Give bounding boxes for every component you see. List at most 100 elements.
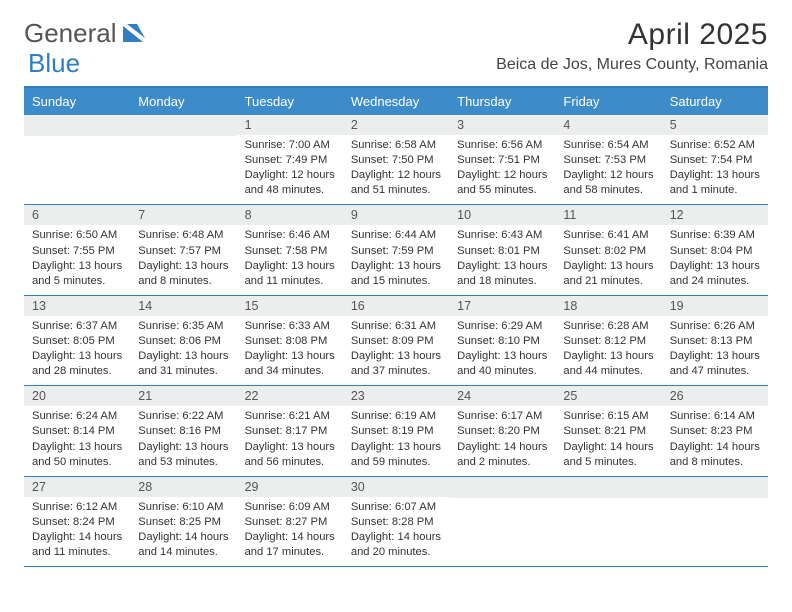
sunset-text: Sunset: 8:17 PM xyxy=(245,424,335,439)
sunset-text: Sunset: 8:16 PM xyxy=(138,424,228,439)
day-details: Sunrise: 6:21 AMSunset: 8:17 PMDaylight:… xyxy=(237,406,343,475)
month-title: April 2025 xyxy=(496,18,768,52)
day-details: Sunrise: 6:17 AMSunset: 8:20 PMDaylight:… xyxy=(449,406,555,475)
calendar-cell: 5Sunrise: 6:52 AMSunset: 7:54 PMDaylight… xyxy=(662,115,768,205)
day-number: 17 xyxy=(449,296,555,316)
sunrise-text: Sunrise: 6:39 AM xyxy=(670,228,760,243)
day-details: Sunrise: 6:58 AMSunset: 7:50 PMDaylight:… xyxy=(343,135,449,204)
day-number: 29 xyxy=(237,477,343,497)
day-details: Sunrise: 6:12 AMSunset: 8:24 PMDaylight:… xyxy=(24,497,130,566)
sunrise-text: Sunrise: 7:00 AM xyxy=(245,138,335,153)
sunset-text: Sunset: 8:01 PM xyxy=(457,244,547,259)
calendar-cell: 29Sunrise: 6:09 AMSunset: 8:27 PMDayligh… xyxy=(237,476,343,566)
sunrise-text: Sunrise: 6:37 AM xyxy=(32,319,122,334)
calendar-head: Sunday Monday Tuesday Wednesday Thursday… xyxy=(24,87,768,115)
calendar-cell: 4Sunrise: 6:54 AMSunset: 7:53 PMDaylight… xyxy=(555,115,661,205)
sunset-text: Sunset: 8:20 PM xyxy=(457,424,547,439)
day-details xyxy=(555,498,661,507)
calendar-cell: 19Sunrise: 6:26 AMSunset: 8:13 PMDayligh… xyxy=(662,295,768,385)
brand-logo: General xyxy=(24,18,153,49)
daylight-text: Daylight: 12 hours and 48 minutes. xyxy=(245,168,335,198)
sunrise-text: Sunrise: 6:35 AM xyxy=(138,319,228,334)
day-details: Sunrise: 6:35 AMSunset: 8:06 PMDaylight:… xyxy=(130,316,236,385)
day-details: Sunrise: 6:33 AMSunset: 8:08 PMDaylight:… xyxy=(237,316,343,385)
daylight-text: Daylight: 13 hours and 28 minutes. xyxy=(32,349,122,379)
day-details: Sunrise: 6:41 AMSunset: 8:02 PMDaylight:… xyxy=(555,225,661,294)
day-number: 28 xyxy=(130,477,236,497)
day-details: Sunrise: 7:00 AMSunset: 7:49 PMDaylight:… xyxy=(237,135,343,204)
brand-word-2: Blue xyxy=(28,48,80,79)
daylight-text: Daylight: 13 hours and 18 minutes. xyxy=(457,259,547,289)
day-details: Sunrise: 6:56 AMSunset: 7:51 PMDaylight:… xyxy=(449,135,555,204)
day-details: Sunrise: 6:52 AMSunset: 7:54 PMDaylight:… xyxy=(662,135,768,204)
day-number: 10 xyxy=(449,205,555,225)
day-details: Sunrise: 6:37 AMSunset: 8:05 PMDaylight:… xyxy=(24,316,130,385)
calendar-week-row: 6Sunrise: 6:50 AMSunset: 7:55 PMDaylight… xyxy=(24,205,768,295)
calendar-table: Sunday Monday Tuesday Wednesday Thursday… xyxy=(24,86,768,567)
calendar-cell: 3Sunrise: 6:56 AMSunset: 7:51 PMDaylight… xyxy=(449,115,555,205)
sunset-text: Sunset: 8:24 PM xyxy=(32,515,122,530)
calendar-cell: 9Sunrise: 6:44 AMSunset: 7:59 PMDaylight… xyxy=(343,205,449,295)
calendar-cell: 26Sunrise: 6:14 AMSunset: 8:23 PMDayligh… xyxy=(662,386,768,476)
brand-logo-icon xyxy=(121,18,149,49)
sunrise-text: Sunrise: 6:21 AM xyxy=(245,409,335,424)
day-number: 8 xyxy=(237,205,343,225)
day-number: 27 xyxy=(24,477,130,497)
day-number xyxy=(555,477,661,498)
day-number: 4 xyxy=(555,115,661,135)
sunrise-text: Sunrise: 6:24 AM xyxy=(32,409,122,424)
daylight-text: Daylight: 13 hours and 37 minutes. xyxy=(351,349,441,379)
calendar-week-row: 27Sunrise: 6:12 AMSunset: 8:24 PMDayligh… xyxy=(24,476,768,566)
sunset-text: Sunset: 8:13 PM xyxy=(670,334,760,349)
sunset-text: Sunset: 7:54 PM xyxy=(670,153,760,168)
day-number: 12 xyxy=(662,205,768,225)
calendar-cell: 8Sunrise: 6:46 AMSunset: 7:58 PMDaylight… xyxy=(237,205,343,295)
day-details: Sunrise: 6:50 AMSunset: 7:55 PMDaylight:… xyxy=(24,225,130,294)
day-number: 30 xyxy=(343,477,449,497)
sunrise-text: Sunrise: 6:56 AM xyxy=(457,138,547,153)
sunrise-text: Sunrise: 6:44 AM xyxy=(351,228,441,243)
daylight-text: Daylight: 14 hours and 5 minutes. xyxy=(563,440,653,470)
day-number: 5 xyxy=(662,115,768,135)
daylight-text: Daylight: 14 hours and 20 minutes. xyxy=(351,530,441,560)
daylight-text: Daylight: 13 hours and 11 minutes. xyxy=(245,259,335,289)
sunrise-text: Sunrise: 6:46 AM xyxy=(245,228,335,243)
day-number: 6 xyxy=(24,205,130,225)
sunset-text: Sunset: 8:12 PM xyxy=(563,334,653,349)
sunrise-text: Sunrise: 6:48 AM xyxy=(138,228,228,243)
calendar-cell: 17Sunrise: 6:29 AMSunset: 8:10 PMDayligh… xyxy=(449,295,555,385)
day-number: 21 xyxy=(130,386,236,406)
day-details: Sunrise: 6:10 AMSunset: 8:25 PMDaylight:… xyxy=(130,497,236,566)
calendar-cell: 30Sunrise: 6:07 AMSunset: 8:28 PMDayligh… xyxy=(343,476,449,566)
sunset-text: Sunset: 7:51 PM xyxy=(457,153,547,168)
day-details: Sunrise: 6:14 AMSunset: 8:23 PMDaylight:… xyxy=(662,406,768,475)
day-header-row: Sunday Monday Tuesday Wednesday Thursday… xyxy=(24,87,768,115)
calendar-cell: 21Sunrise: 6:22 AMSunset: 8:16 PMDayligh… xyxy=(130,386,236,476)
day-details: Sunrise: 6:19 AMSunset: 8:19 PMDaylight:… xyxy=(343,406,449,475)
daylight-text: Daylight: 13 hours and 21 minutes. xyxy=(563,259,653,289)
sunrise-text: Sunrise: 6:14 AM xyxy=(670,409,760,424)
location: Beica de Jos, Mures County, Romania xyxy=(496,56,768,74)
day-number: 25 xyxy=(555,386,661,406)
day-number xyxy=(662,477,768,498)
title-block: April 2025 Beica de Jos, Mures County, R… xyxy=(496,18,768,74)
daylight-text: Daylight: 14 hours and 17 minutes. xyxy=(245,530,335,560)
sunset-text: Sunset: 7:55 PM xyxy=(32,244,122,259)
day-number xyxy=(130,115,236,136)
day-details: Sunrise: 6:54 AMSunset: 7:53 PMDaylight:… xyxy=(555,135,661,204)
day-number: 1 xyxy=(237,115,343,135)
day-details: Sunrise: 6:15 AMSunset: 8:21 PMDaylight:… xyxy=(555,406,661,475)
day-header: Sunday xyxy=(24,87,130,115)
calendar-cell: 22Sunrise: 6:21 AMSunset: 8:17 PMDayligh… xyxy=(237,386,343,476)
sunrise-text: Sunrise: 6:22 AM xyxy=(138,409,228,424)
daylight-text: Daylight: 14 hours and 8 minutes. xyxy=(670,440,760,470)
calendar-cell xyxy=(24,115,130,205)
calendar-body: 1Sunrise: 7:00 AMSunset: 7:49 PMDaylight… xyxy=(24,115,768,567)
sunrise-text: Sunrise: 6:33 AM xyxy=(245,319,335,334)
day-number: 3 xyxy=(449,115,555,135)
day-number: 24 xyxy=(449,386,555,406)
day-details: Sunrise: 6:43 AMSunset: 8:01 PMDaylight:… xyxy=(449,225,555,294)
day-header: Thursday xyxy=(449,87,555,115)
calendar-week-row: 13Sunrise: 6:37 AMSunset: 8:05 PMDayligh… xyxy=(24,295,768,385)
daylight-text: Daylight: 13 hours and 31 minutes. xyxy=(138,349,228,379)
